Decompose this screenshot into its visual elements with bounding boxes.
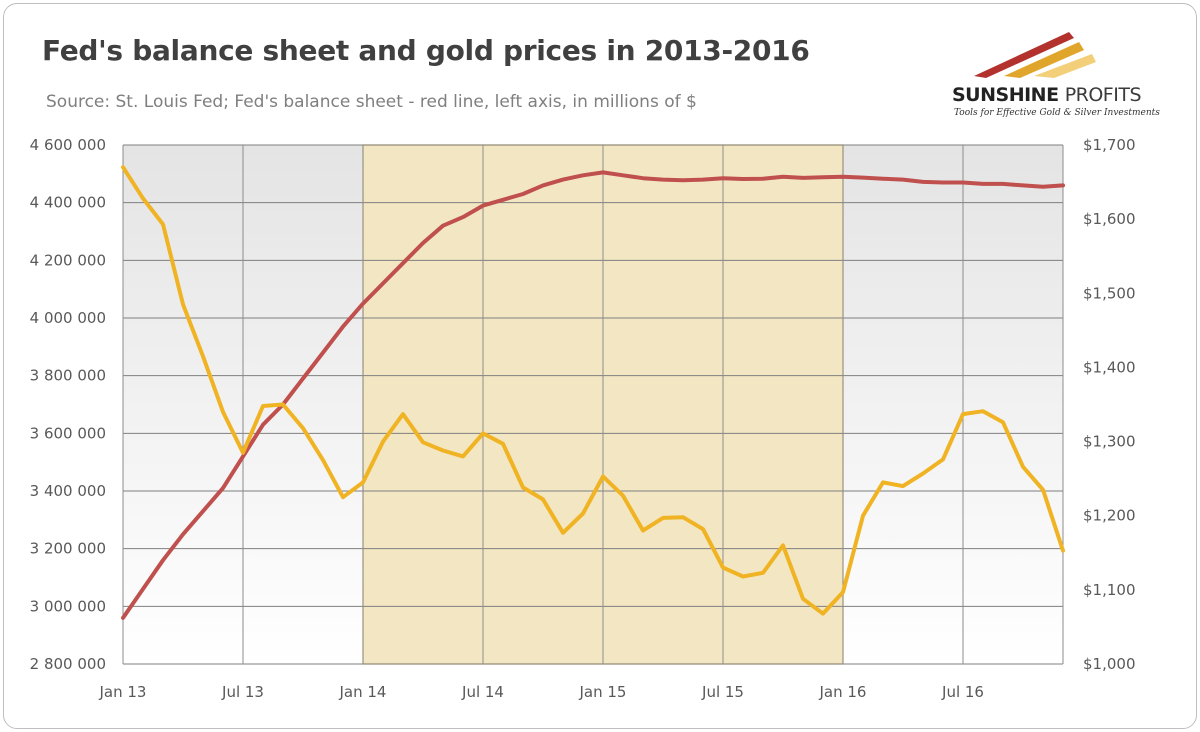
gold-price-line: [121, 165, 1065, 616]
logo-brand-main: SUNSHINE: [952, 84, 1059, 106]
left-axis-tick-label: 3 000 000: [30, 597, 106, 615]
right-axis-tick-label: $1,500: [1083, 284, 1136, 302]
left-axis-tick-label: 3 200 000: [30, 540, 106, 558]
logo-brand: SUNSHINE PROFITS: [952, 84, 1142, 106]
x-axis-tick-label: Jan 16: [819, 683, 867, 701]
x-axis-tick-label: Jul 14: [461, 683, 504, 701]
left-axis-tick-label: 4 600 000: [30, 136, 106, 154]
x-axis-tick-label: Jan 13: [99, 683, 147, 701]
left-axis-tick-label: 3 800 000: [30, 367, 106, 385]
x-axis-tick-label: Jan 15: [579, 683, 627, 701]
chart-subtitle: Source: St. Louis Fed; Fed's balance she…: [46, 92, 697, 112]
chart-title: Fed's balance sheet and gold prices in 2…: [42, 34, 810, 67]
left-axis-tick-label: 2 800 000: [30, 655, 106, 673]
logo-brand-second: PROFITS: [1064, 84, 1142, 106]
x-axis-tick-label: Jan 14: [339, 683, 387, 701]
x-axis-tick-label: Jul 16: [941, 683, 984, 701]
right-axis-tick-label: $1,000: [1083, 655, 1136, 673]
right-axis-tick-label: $1,200: [1083, 507, 1136, 525]
left-axis-tick-label: 3 600 000: [30, 424, 106, 442]
right-axis-tick-label: $1,100: [1083, 581, 1136, 599]
left-axis-tick-label: 3 400 000: [30, 482, 106, 500]
left-axis-tick-label: 4 400 000: [30, 194, 106, 212]
logo-tagline: Tools for Effective Gold & Silver Invest…: [954, 108, 1160, 118]
logo-swoosh-icon: [974, 32, 1096, 78]
left-axis-tick-label: 4 000 000: [30, 309, 106, 327]
right-axis-tick-label: $1,400: [1083, 358, 1136, 376]
right-axis-tick-label: $1,600: [1083, 210, 1136, 228]
right-axis-tick-label: $1,700: [1083, 136, 1136, 154]
x-axis-tick-label: Jul 15: [701, 683, 744, 701]
right-axis-tick-label: $1,300: [1083, 433, 1136, 451]
left-axis-tick-label: 4 200 000: [30, 251, 106, 269]
sunshine-profits-logo: SUNSHINE PROFITS Tools for Effective Gol…: [934, 24, 1184, 124]
x-axis-tick-label: Jul 13: [221, 683, 264, 701]
balance-sheet-line: [121, 170, 1065, 620]
